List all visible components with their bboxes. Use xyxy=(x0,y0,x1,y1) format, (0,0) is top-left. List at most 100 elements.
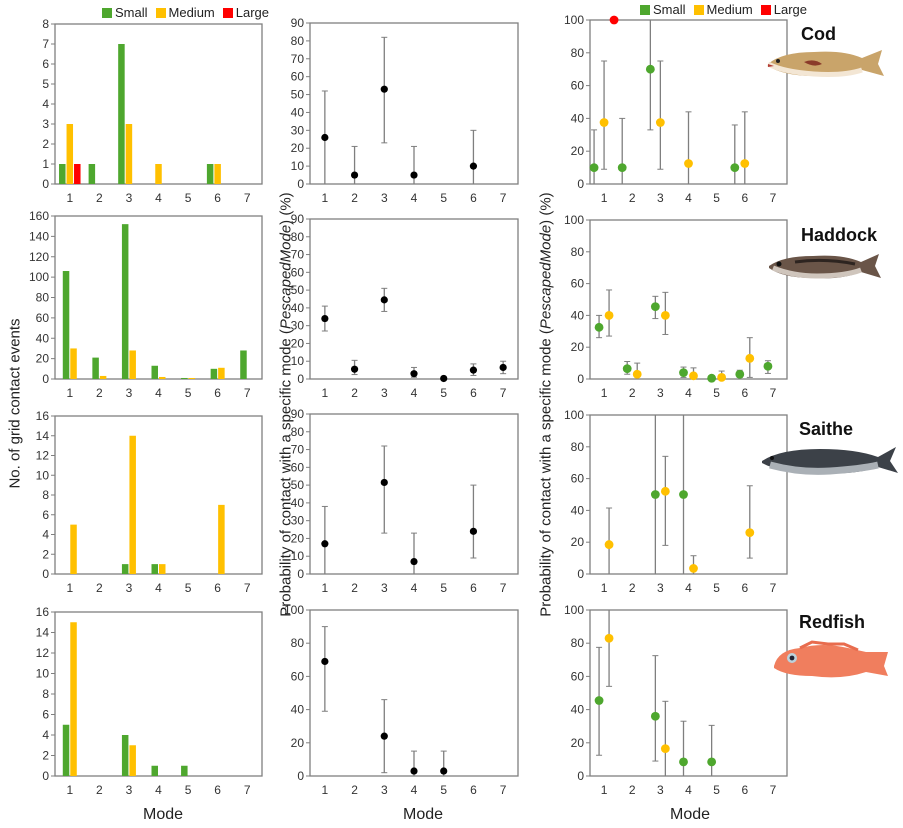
y-tick-label: 40 xyxy=(291,703,305,717)
data-point-small xyxy=(650,490,660,499)
data-point-small xyxy=(650,711,660,721)
x-tick-label: 1 xyxy=(322,386,329,400)
data-point-all xyxy=(440,767,448,775)
data-point-medium xyxy=(660,486,670,496)
y-tick-label: 6 xyxy=(42,508,49,522)
bar-small xyxy=(59,164,66,184)
y-tick-label: 140 xyxy=(29,229,49,243)
bar-medium xyxy=(159,564,166,574)
species-label-cod: Cod xyxy=(801,24,836,44)
legend-swatch-small xyxy=(640,5,650,15)
bar-large xyxy=(74,164,81,184)
x-axis-label-right: Mode xyxy=(670,806,711,823)
y-tick-label: 70 xyxy=(291,248,305,262)
x-tick-label: 2 xyxy=(351,581,358,595)
legend-right: Small Medium Large xyxy=(640,2,807,17)
data-point-medium xyxy=(684,159,693,168)
x-tick-label: 4 xyxy=(685,386,692,400)
x-tick-label: 3 xyxy=(126,386,133,400)
y-tick-label: 40 xyxy=(291,496,305,510)
x-tick-label: 6 xyxy=(741,581,748,595)
bar-medium xyxy=(125,124,133,184)
x-tick-label: 3 xyxy=(381,581,388,595)
y-tick-label: 50 xyxy=(291,88,305,102)
x-tick-label: 4 xyxy=(411,783,418,797)
chart-haddock-counts: 0 20 40 60 80 100 120 140 160 1 2 3 4 5 6 7 xyxy=(29,209,263,400)
data-point-large xyxy=(609,15,619,25)
x-tick-label: 7 xyxy=(770,783,777,797)
y-tick-label: 0 xyxy=(297,567,304,581)
x-tick-label: 6 xyxy=(214,191,221,205)
y-tick-label: 40 xyxy=(291,301,305,315)
y-tick-label: 20 xyxy=(571,736,585,750)
x-tick-label: 7 xyxy=(244,783,251,797)
data-point-small xyxy=(679,368,688,378)
y-tick-label: 160 xyxy=(29,209,49,223)
plot-frame xyxy=(309,218,519,380)
data-point-medium xyxy=(740,159,750,168)
data-point-all xyxy=(469,162,478,170)
y-tick-label: 20 xyxy=(571,535,585,549)
bar-medium xyxy=(218,504,225,574)
plot-frame xyxy=(54,415,263,575)
y-tick-label: 20 xyxy=(291,531,305,545)
y-tick-label: 10 xyxy=(36,468,50,482)
bar-medium xyxy=(129,745,136,776)
x-tick-label: 3 xyxy=(657,581,664,595)
data-point-medium xyxy=(604,633,614,643)
bar-medium xyxy=(99,375,107,379)
redfish-fish-icon xyxy=(774,640,888,678)
legend-left: Small Medium Large xyxy=(102,5,269,20)
bar-medium xyxy=(66,124,74,184)
x-tick-label: 6 xyxy=(741,191,748,205)
data-point-all xyxy=(469,527,478,535)
x-tick-label: 4 xyxy=(685,783,692,797)
y-tick-label: 40 xyxy=(571,703,585,717)
x-tick-label: 3 xyxy=(657,191,664,205)
data-point-medium xyxy=(745,528,755,538)
x-tick-label: 6 xyxy=(470,386,477,400)
x-tick-label: 4 xyxy=(685,581,692,595)
legend-item-small: Small xyxy=(102,5,148,20)
y-tick-label: 20 xyxy=(571,144,585,158)
x-tick-label: 6 xyxy=(214,386,221,400)
data-point-all xyxy=(380,732,388,740)
data-point-all xyxy=(350,171,359,179)
y-tick-label: 80 xyxy=(291,230,305,244)
y-tick-label: 100 xyxy=(284,603,304,617)
x-tick-label: 6 xyxy=(214,783,221,797)
data-point-small xyxy=(594,696,604,705)
bar-small xyxy=(62,271,70,379)
y-tick-label: 3 xyxy=(42,117,49,131)
legend-item-medium: Medium xyxy=(693,2,753,17)
cod-fish-icon xyxy=(766,50,884,77)
bar-small xyxy=(121,564,129,574)
legend-item-small: Small xyxy=(640,2,686,17)
y-tick-label: 80 xyxy=(571,46,585,60)
y-tick-label: 8 xyxy=(42,687,49,701)
plot-frame xyxy=(54,215,263,380)
y-tick-label: 0 xyxy=(577,372,584,386)
bar-medium xyxy=(159,376,166,379)
data-point-medium xyxy=(655,118,665,127)
data-point-medium xyxy=(604,311,614,320)
x-tick-label: 5 xyxy=(713,191,720,205)
chart-redfish-size-prob: 0 20 40 60 80 100 1 2 3 4 5 6 7 xyxy=(564,603,788,797)
y-tick-label: 70 xyxy=(291,52,305,66)
y-tick-label: 16 xyxy=(36,409,50,423)
x-tick-label: 7 xyxy=(500,783,507,797)
x-tick-label: 2 xyxy=(96,581,103,595)
data-point-all xyxy=(380,296,388,304)
y-tick-label: 0 xyxy=(42,769,49,783)
x-tick-label: 2 xyxy=(351,783,358,797)
bar-small xyxy=(121,735,129,776)
y-tick-label: 40 xyxy=(291,105,305,119)
x-tick-label: 2 xyxy=(96,386,103,400)
plot-frame xyxy=(54,611,263,777)
bar-medium xyxy=(70,348,77,379)
x-tick-label: 5 xyxy=(185,581,192,595)
x-tick-label: 4 xyxy=(685,191,692,205)
data-point-small xyxy=(645,64,655,74)
bar-medium xyxy=(155,164,162,184)
